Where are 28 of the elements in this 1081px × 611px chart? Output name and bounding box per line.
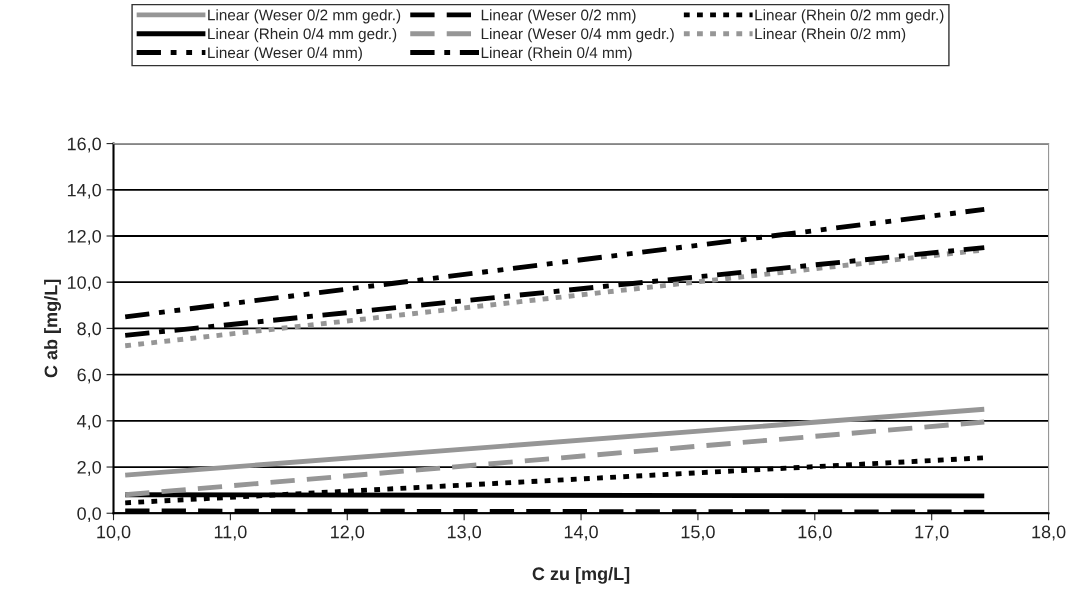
x-tick-label: 11,0 [214,525,247,541]
y-tick-label: 8,0 [77,322,101,338]
y-axis-title: C ab [mg/L] [44,279,62,378]
x-tick-label: 14,0 [564,525,598,541]
x-tick-label: 15,0 [681,525,715,541]
legend-label: Linear (Weser 0/2 mm gedr.) [208,9,401,24]
legend-label: Linear (Weser 0/4 mm gedr.) [481,27,674,43]
x-tick-label: 13,0 [447,525,482,541]
x-tick-label: 12,0 [331,525,365,541]
y-tick-label: 4,0 [77,414,101,430]
x-tick-label: 10,0 [97,525,131,541]
legend-label: Linear (Rhein 0/4 mm) [481,46,632,62]
y-tick-label: 12,0 [67,229,101,245]
y-tick-label: 2,0 [77,460,101,476]
x-tick-label: 17,0 [915,525,949,541]
legend-label: Linear (Weser 0/2 mm) [481,9,636,24]
y-tick-label: 16,0 [67,137,101,153]
legend-label: Linear (Rhein 0/2 mm gedr.) [755,9,944,24]
legend-label: Linear (Rhein 0/4 mm gedr.) [208,27,397,43]
x-axis-title: C zu [mg/L] [532,566,630,584]
y-tick-label: 10,0 [67,276,101,292]
x-tick-label: 18,0 [1032,525,1066,541]
y-tick-label: 14,0 [67,183,101,199]
x-tick-label: 16,0 [798,525,832,541]
y-tick-label: 0,0 [77,507,101,523]
y-tick-label: 6,0 [77,368,101,384]
legend-label: Linear (Weser 0/4 mm) [208,46,362,62]
legend-label: Linear (Rhein 0/2 mm) [755,27,906,43]
